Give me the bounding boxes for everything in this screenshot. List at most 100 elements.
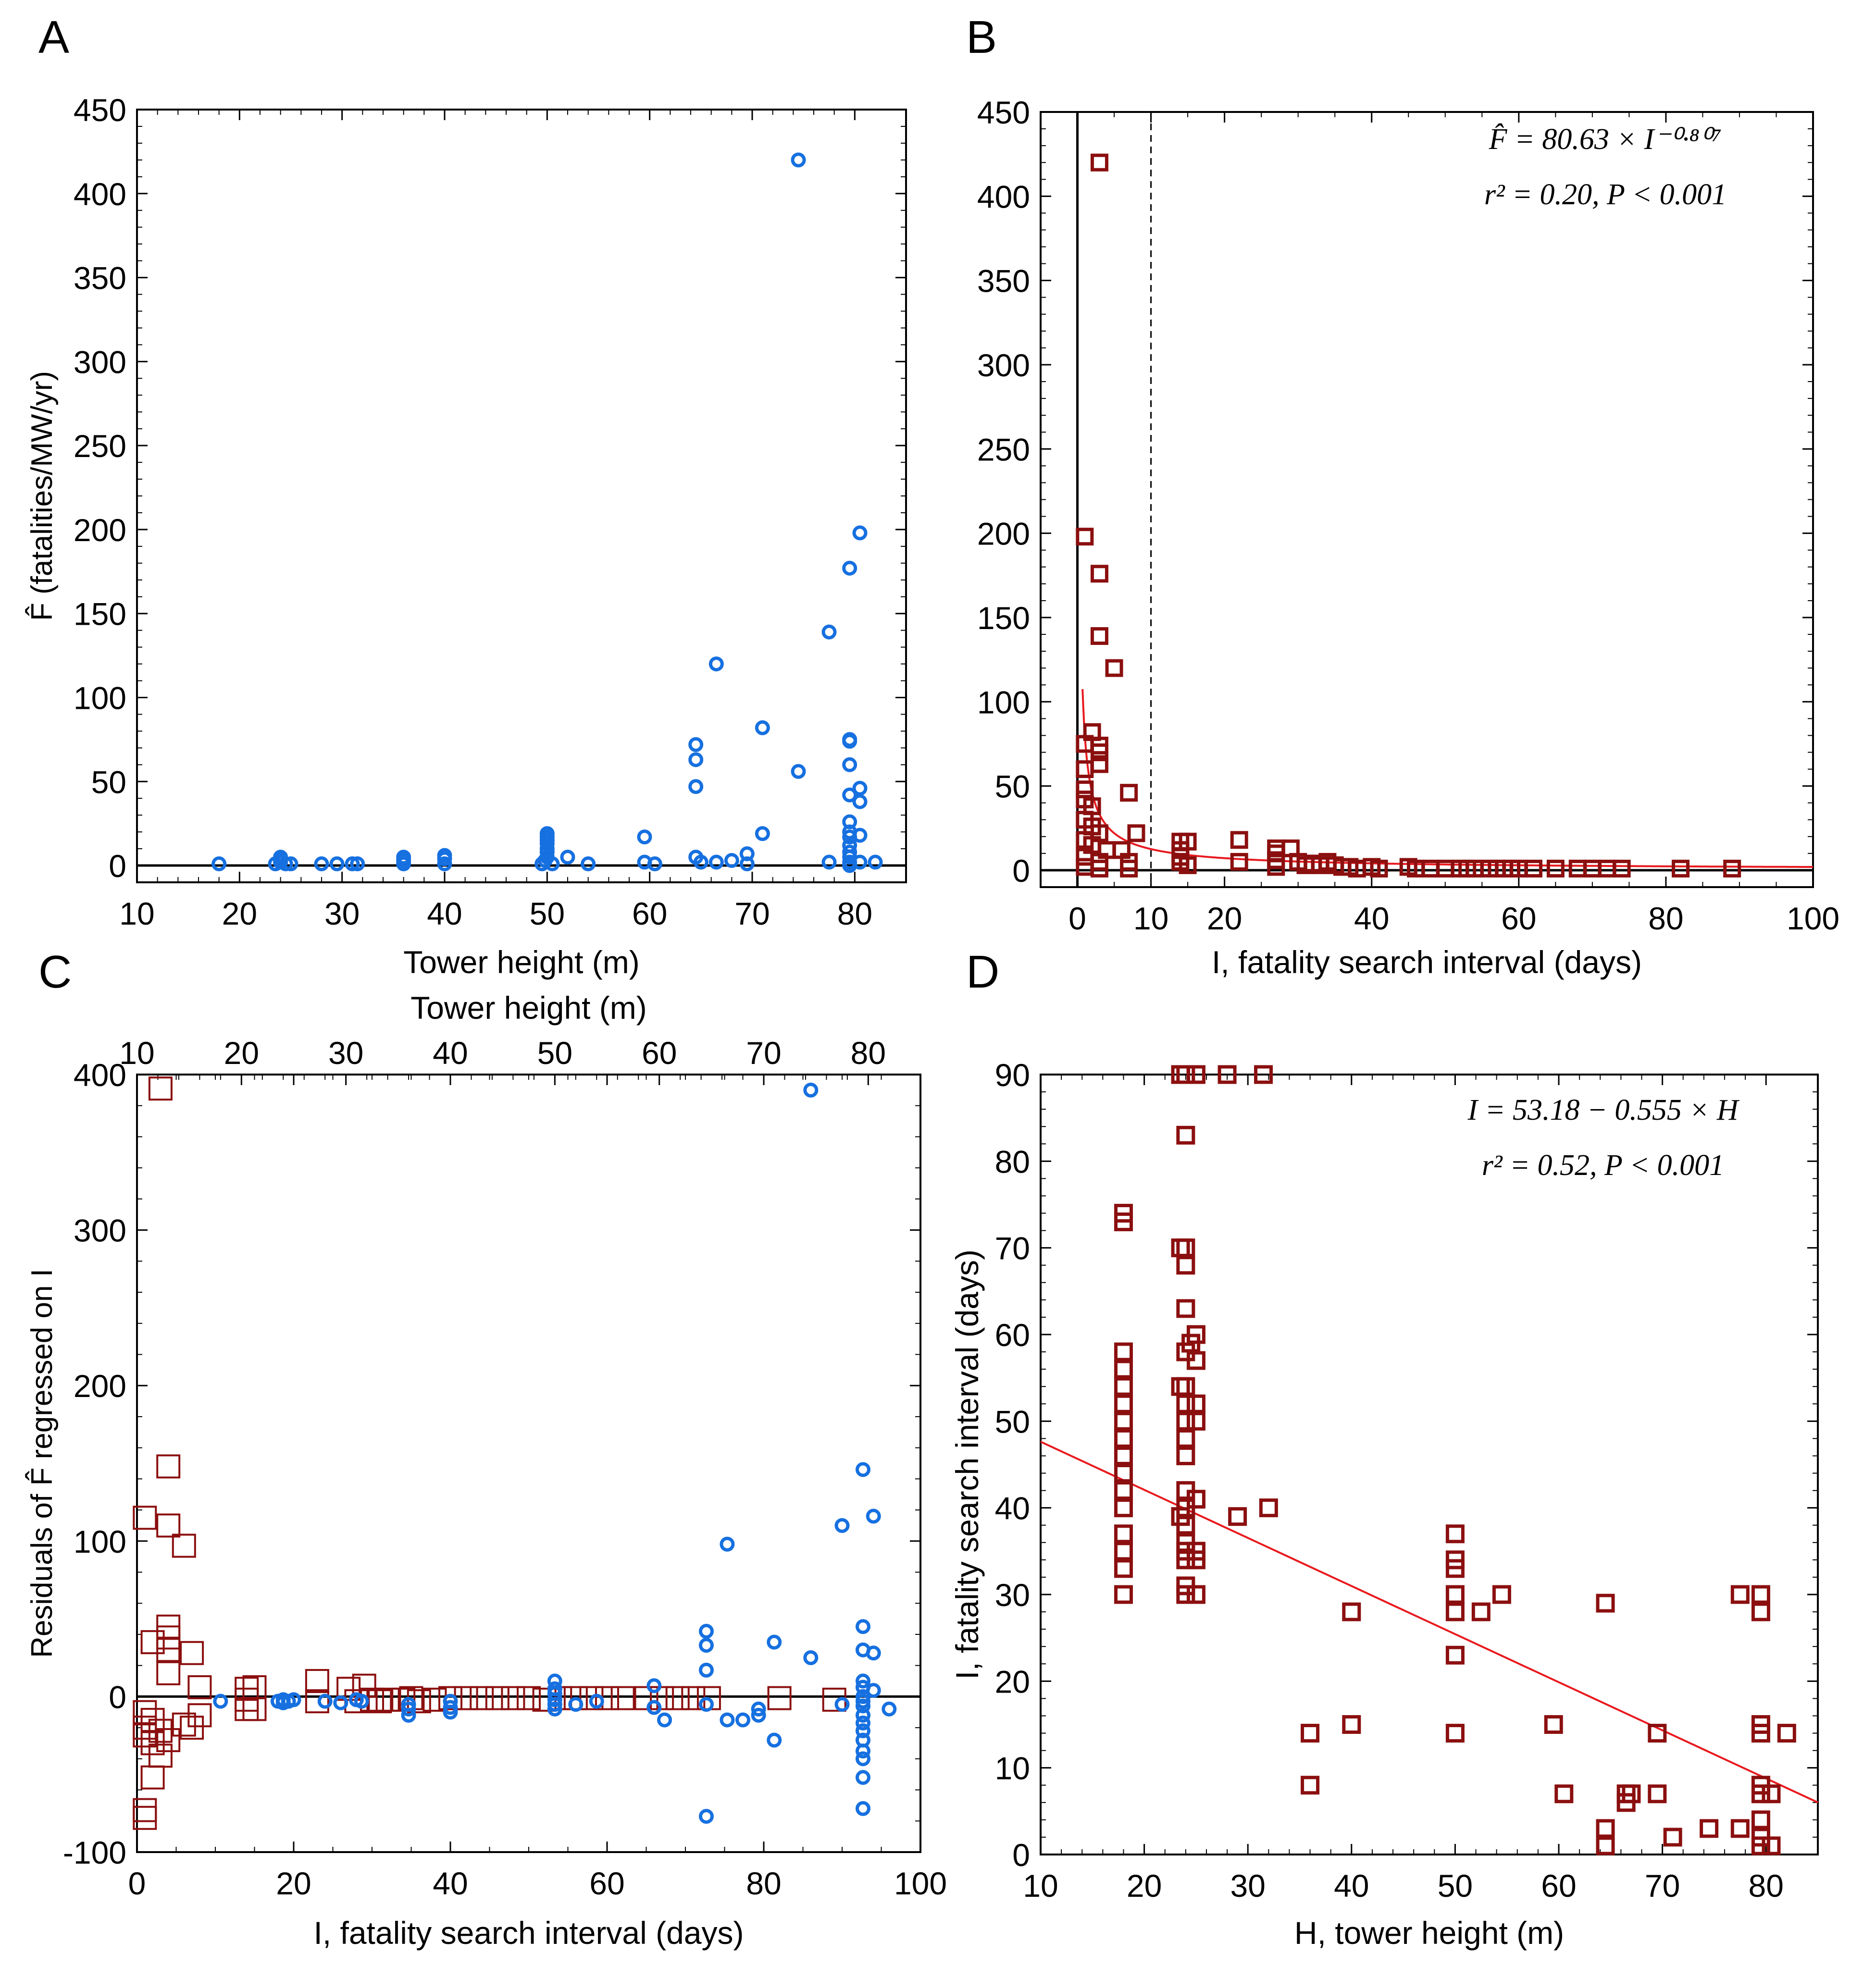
panel-c-square-point (133, 1723, 157, 1748)
panel-b-xtick-label: 100 (1787, 901, 1839, 936)
panel-a-xtick-label: 80 (837, 896, 872, 931)
panel-d-point (1445, 1585, 1465, 1604)
panel-a-ytick-label: 400 (74, 176, 126, 212)
panel-c-circle-point (646, 1678, 662, 1694)
panel-b-ytick-label: 350 (977, 263, 1030, 299)
panel-b-point (1583, 859, 1602, 878)
panel-c-square-point (156, 1513, 181, 1538)
panel-a-ytick-label: 350 (74, 260, 126, 296)
panel-c-x2label: Tower height (m) (410, 990, 647, 1026)
panel-c-circle-point (698, 1662, 714, 1678)
panel-a-point (688, 752, 704, 767)
panel-a-point (842, 787, 857, 803)
panel-a-xlabel: Tower height (m) (403, 944, 640, 980)
panel-d-point (1176, 1516, 1195, 1535)
panel-d-xtick-label: 70 (1645, 1868, 1680, 1904)
panel-a-xtick-label: 50 (530, 896, 565, 931)
panel-a-xtick-label: 70 (734, 896, 770, 931)
panel-d-point (1445, 1559, 1465, 1578)
panel-b-point (1120, 859, 1138, 878)
panel-a-point (842, 560, 857, 576)
panel-d-ytick-label: 50 (995, 1404, 1030, 1439)
panel-b-annotation-r2: r² = 0.20, P < 0.001 (1484, 178, 1727, 211)
panel-d-point (1730, 1819, 1750, 1838)
panel-b-point (1179, 832, 1197, 851)
panel-d-point (1622, 1784, 1641, 1804)
panel-a-point (329, 856, 345, 872)
panel-b-point (1076, 858, 1094, 876)
panel-b-ytick-label: 450 (977, 95, 1030, 130)
panel-c-circle-point (568, 1697, 584, 1712)
panel-c-square-point (133, 1805, 157, 1830)
panel-c-square-point (305, 1689, 329, 1714)
panel-c-square-point (156, 1454, 181, 1479)
panel-b-ytick-label: 200 (977, 516, 1030, 552)
panel-b-point (1090, 743, 1108, 761)
panel-b-xtick-label: 60 (1501, 901, 1536, 936)
panel-d-xtick-label: 50 (1438, 1868, 1473, 1904)
panel-letter-b: B (966, 12, 997, 63)
panel-d-ytick-label: 70 (995, 1231, 1030, 1266)
panel-a-point (821, 624, 837, 640)
panel-c-circle-point (855, 1751, 870, 1767)
panel-c-square-point (148, 1076, 173, 1101)
panel-d-point (1596, 1594, 1615, 1613)
panel-c-square-point (485, 1686, 509, 1710)
panel-d-ytick-label: 0 (1012, 1837, 1030, 1873)
panel-c-circle-point (401, 1697, 416, 1712)
panel-d-xtick-label: 80 (1748, 1868, 1783, 1904)
panel-b-point (1076, 780, 1094, 799)
panel-c-circle-point (803, 1650, 819, 1665)
panel-a-frame (136, 109, 907, 883)
panel-d-point (1114, 1377, 1133, 1396)
panel-c-square-point (650, 1686, 674, 1710)
panel-d-point (1751, 1602, 1770, 1621)
panel-c-square-point (517, 1686, 541, 1710)
panel-c-x2tick-label: 70 (746, 1035, 781, 1071)
panel-c-square-point (172, 1533, 196, 1558)
panel-d-point (1186, 1550, 1205, 1570)
panel-c-square-point (156, 1625, 181, 1650)
panel-a-point (637, 829, 652, 845)
panel-d-point (1114, 1524, 1133, 1544)
panel-c-square-point (767, 1686, 792, 1710)
panel-a-ylabel: F̂ (fatalities/MW/yr) (25, 371, 59, 621)
panel-c-circle-point (866, 1682, 881, 1698)
panel-b-annotation-eq: F̂ = 80.63 × I⁻⁰·⁸⁰⁷ (1489, 123, 1722, 156)
panel-c-square-point (665, 1686, 690, 1710)
panel-d-point (1445, 1602, 1465, 1621)
panel-c-circle-point (657, 1712, 672, 1728)
panel-d-point (1171, 1238, 1190, 1258)
panel-c-x2tick-label: 60 (642, 1035, 677, 1071)
panel-c-square-point (133, 1506, 157, 1530)
panel-d-point (1176, 1550, 1195, 1570)
panel-c-ylabel: Residuals of F̂ regressed on I (25, 1269, 59, 1658)
panel-c-circle-point (646, 1700, 662, 1715)
panel-a-point (821, 854, 837, 870)
panel-c-square-point (242, 1675, 267, 1699)
panel-c-circle-point (882, 1701, 897, 1717)
panel-c-xtick-label: 40 (433, 1866, 468, 1901)
panel-c-circle-point (589, 1694, 604, 1709)
panel-b-point (1598, 859, 1616, 878)
panel-a-point (688, 779, 704, 794)
panel-d-point (1114, 1360, 1133, 1379)
panel-d-xtick-label: 20 (1127, 1868, 1162, 1904)
panel-a-point (350, 856, 365, 872)
panel-b-ytick-label: 400 (977, 179, 1030, 214)
panel-c-circle-point (751, 1707, 766, 1723)
panel-c-ytick-label: 200 (74, 1368, 126, 1404)
panel-a-point (852, 854, 868, 870)
panel-a-point (739, 856, 755, 872)
panel-d-point (1301, 1776, 1320, 1795)
panel-a-point (314, 856, 329, 872)
panel-c-circle-point (698, 1638, 714, 1653)
panel-d-point (1176, 1065, 1195, 1084)
panel-b-xlabel: I, fatality search interval (days) (1212, 944, 1642, 980)
panel-d-point (1259, 1498, 1278, 1518)
panel-c-square-point (140, 1630, 165, 1655)
panel-a-point (755, 826, 770, 841)
panel-d-point (1254, 1065, 1273, 1084)
panel-c-square-point (156, 1728, 181, 1753)
panel-b-xtick-label: 80 (1648, 901, 1683, 936)
